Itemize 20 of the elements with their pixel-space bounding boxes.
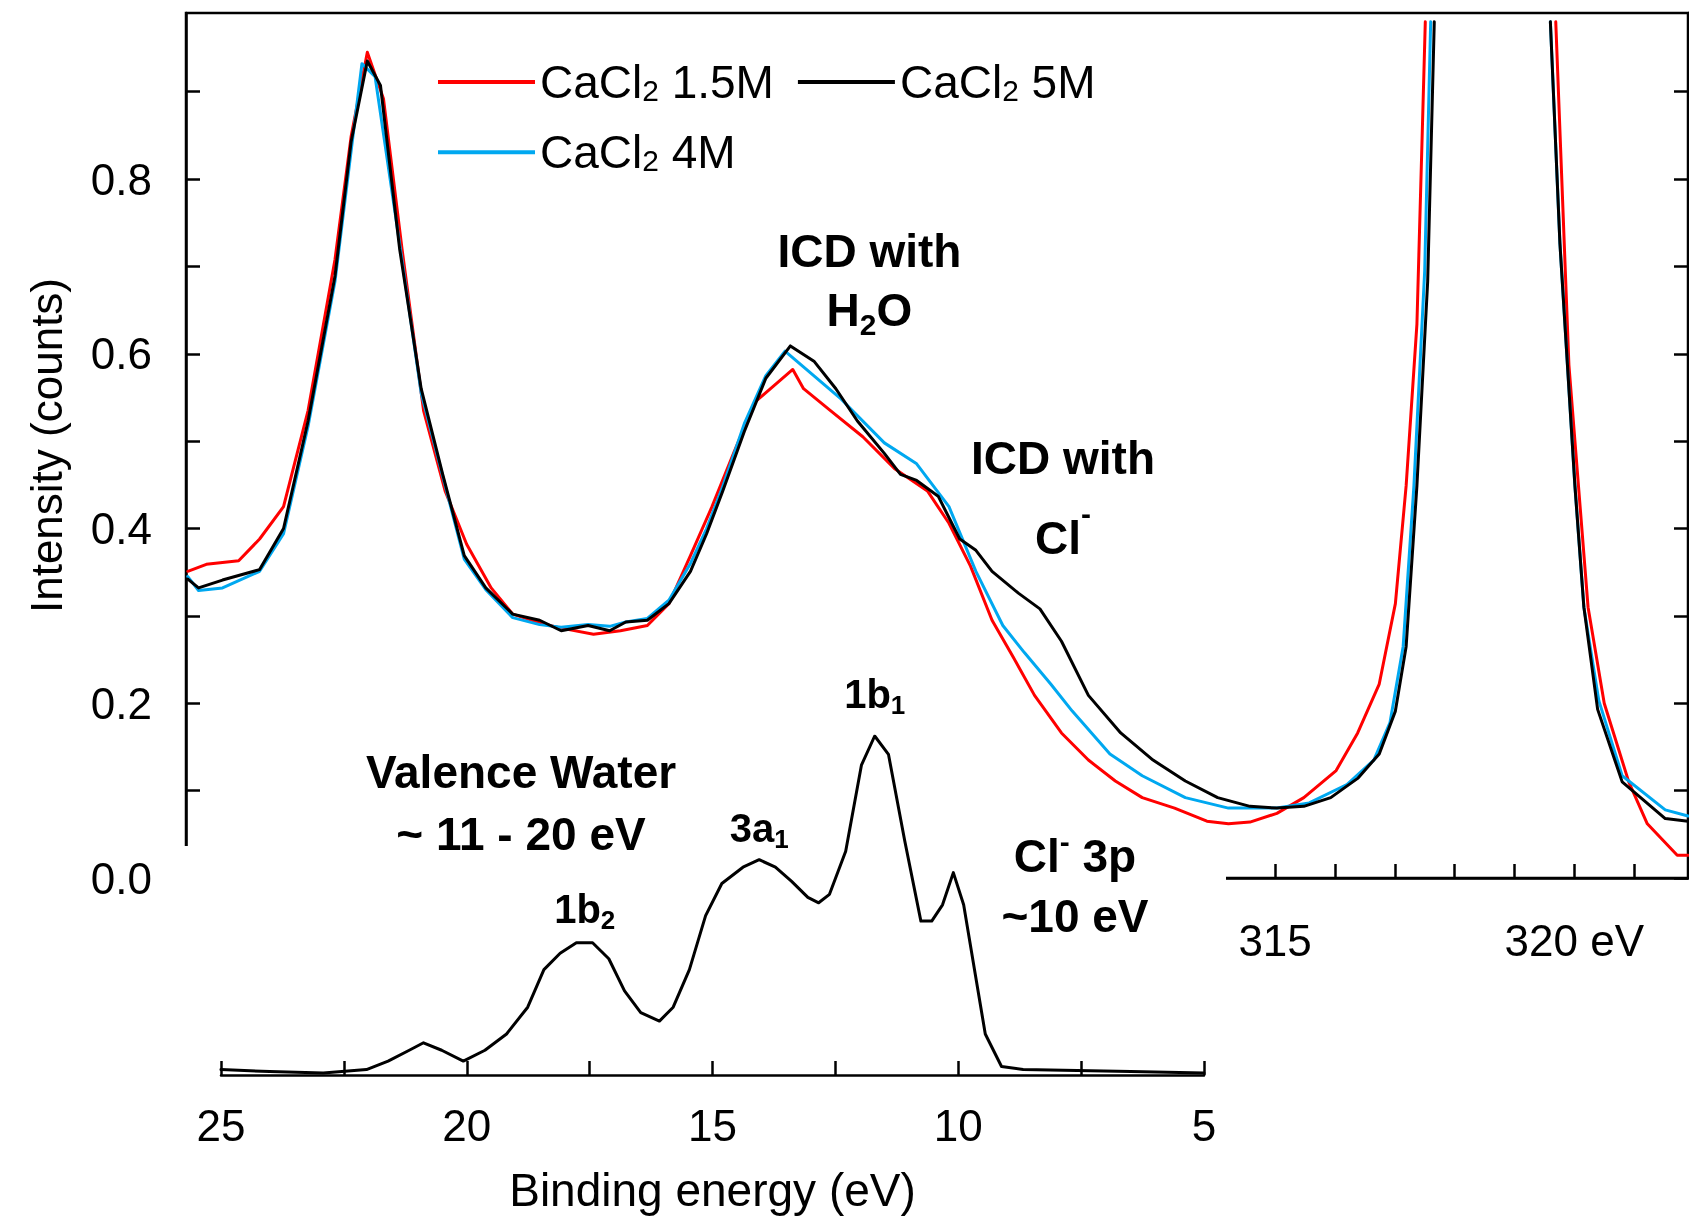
y-axis-title: Intensity (counts) (21, 277, 71, 614)
legend-label: CaCl2 4M (540, 126, 736, 179)
x-tick-label: 10 (933, 1100, 983, 1150)
x-tick-label: 315 (1238, 915, 1312, 965)
legend-label: CaCl2 5M (899, 56, 1096, 109)
y-tick-label: 0.8 (90, 154, 152, 204)
annotation: Valence Water ~ 11 - 20 eV (365, 746, 677, 860)
legend-label: CaCl2 1.5M (540, 56, 774, 109)
annotation: ICD with Cl- (971, 432, 1155, 564)
x-tick-label: 20 (442, 1100, 492, 1150)
y-tick-label: 0.6 (90, 329, 152, 379)
annotation: Cl- 3p ~10 eV (1001, 824, 1149, 942)
y-tick-label: 0.4 (90, 504, 152, 554)
x-tick-label: 320 eV (1504, 915, 1645, 965)
x-tick-label: 25 (196, 1100, 246, 1150)
y-tick-label: 0.0 (90, 853, 152, 903)
x-tick-label: 5 (1191, 1100, 1217, 1150)
y-tick-label: 0.2 (90, 678, 152, 728)
x-tick-label: 15 (688, 1100, 737, 1150)
x-axis-title: Binding energy (eV) (509, 1164, 916, 1216)
